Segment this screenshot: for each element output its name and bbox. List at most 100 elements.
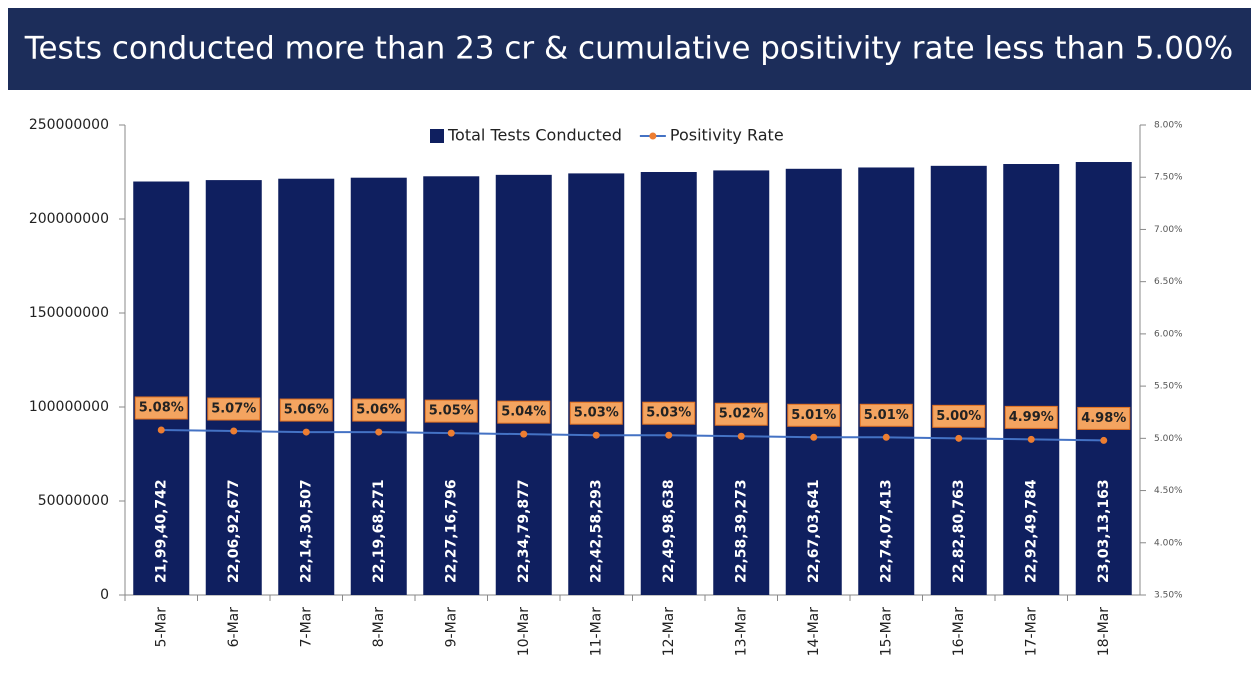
bar-value-label: 21,99,40,742 [153, 479, 169, 583]
y2-tick-label: 7.50% [1154, 173, 1183, 183]
x-tick-label: 8-Mar [371, 607, 387, 648]
bar [713, 170, 770, 595]
x-tick-label: 10-Mar [516, 607, 532, 657]
data-label-box [859, 403, 913, 427]
bar-value-label: 22,58,39,273 [733, 479, 749, 583]
x-tick-label: 15-Mar [878, 607, 894, 657]
y2-tick-label: 8.00% [1154, 121, 1183, 131]
bar [785, 168, 842, 595]
bar [640, 172, 697, 595]
data-label-box [207, 397, 261, 421]
header-bar [8, 8, 1251, 90]
y2-tick-label: 6.00% [1154, 329, 1183, 339]
bar-value-label: 22,82,80,763 [951, 479, 967, 583]
line-marker [592, 431, 600, 439]
y-tick-label: 100000000 [29, 399, 109, 415]
legend-marker [649, 132, 657, 140]
x-tick-label: 6-Mar [226, 607, 242, 648]
line-value-label: 5.00% [936, 409, 981, 424]
bar [423, 176, 480, 595]
line-value-label: 4.98% [1081, 411, 1126, 426]
data-label-box [1004, 405, 1058, 429]
y-tick-label: 50000000 [38, 493, 109, 509]
line-marker [665, 431, 673, 439]
bar-value-label: 22,92,49,784 [1023, 479, 1039, 583]
x-tick-label: 5-Mar [153, 607, 169, 648]
data-label-box [569, 401, 623, 425]
line-value-label: 5.06% [284, 403, 329, 418]
bar-value-label: 22,49,98,638 [661, 479, 677, 583]
x-tick-label: 18-Mar [1096, 607, 1112, 657]
data-label-box [932, 404, 986, 428]
line-marker [955, 434, 963, 442]
y-tick-label: 150000000 [29, 305, 109, 321]
line-marker [882, 433, 890, 441]
data-label-box [714, 402, 768, 426]
bar [930, 165, 987, 596]
x-tick-label: 14-Mar [806, 607, 822, 657]
data-label-box [497, 400, 551, 424]
y-tick-label: 200000000 [29, 211, 109, 227]
line-marker [447, 429, 455, 437]
line-marker [520, 430, 528, 438]
line-marker [302, 428, 310, 436]
line-marker [810, 433, 818, 441]
y2-tick-label: 4.50% [1154, 486, 1183, 496]
bar [568, 173, 625, 595]
y2-tick-label: 6.50% [1154, 277, 1183, 287]
x-tick-label: 17-Mar [1023, 607, 1039, 657]
line-value-label: 5.04% [501, 405, 546, 420]
bar [495, 174, 552, 595]
bar-value-label: 22,42,58,293 [588, 479, 604, 583]
bar [1075, 162, 1132, 595]
bar-value-label: 22,19,68,271 [371, 479, 387, 583]
data-label-box [1077, 406, 1131, 430]
bar [278, 178, 335, 596]
data-label-box [424, 399, 478, 423]
line-value-label: 4.99% [1009, 410, 1054, 425]
y2-tick-label: 5.50% [1154, 382, 1183, 392]
bar-value-label: 22,74,07,413 [878, 479, 894, 583]
bar [1003, 164, 1060, 595]
y2-tick-label: 7.00% [1154, 225, 1183, 235]
y2-tick-label: 3.50% [1154, 591, 1183, 601]
x-tick-label: 11-Mar [588, 607, 604, 657]
x-tick-label: 12-Mar [661, 607, 677, 657]
line-value-label: 5.05% [429, 404, 474, 419]
line [161, 428, 1104, 442]
y2-tick-label: 4.00% [1154, 538, 1183, 548]
x-tick-label: 13-Mar [733, 607, 749, 657]
data-label-box [134, 396, 188, 420]
line-value-label: 5.03% [574, 406, 619, 421]
y-tick-label: 250000000 [29, 117, 109, 133]
chart-title: Tests conducted more than 23 cr & cumula… [24, 31, 1233, 67]
line-marker [375, 428, 383, 436]
bar [133, 181, 190, 595]
line-value-label: 5.06% [356, 403, 401, 418]
line-value-label: 5.01% [864, 408, 909, 423]
line-marker [1027, 435, 1035, 443]
line-marker [157, 426, 165, 434]
bar [205, 180, 262, 595]
bar [350, 177, 407, 595]
y2-tick-label: 5.00% [1154, 434, 1183, 444]
data-label-box [642, 401, 696, 425]
line-value-label: 5.02% [719, 407, 764, 422]
data-label-box [279, 398, 333, 422]
x-tick-label: 16-Mar [951, 607, 967, 657]
line-marker [230, 427, 238, 435]
legend-label: Positivity Rate [670, 126, 784, 145]
legend-label: Total Tests Conducted [447, 126, 622, 145]
data-label-box [352, 398, 406, 422]
line-marker [1100, 436, 1108, 444]
line-value-label: 5.01% [791, 408, 836, 423]
bar-value-label: 22,34,79,877 [516, 479, 532, 583]
legend-swatch [430, 129, 444, 143]
bar-value-label: 22,14,30,507 [298, 479, 314, 583]
y-tick-label: 0 [100, 587, 109, 603]
bar-value-label: 22,67,03,641 [806, 479, 822, 583]
line-value-label: 5.08% [139, 400, 184, 415]
bar-value-label: 22,27,16,796 [443, 479, 459, 583]
